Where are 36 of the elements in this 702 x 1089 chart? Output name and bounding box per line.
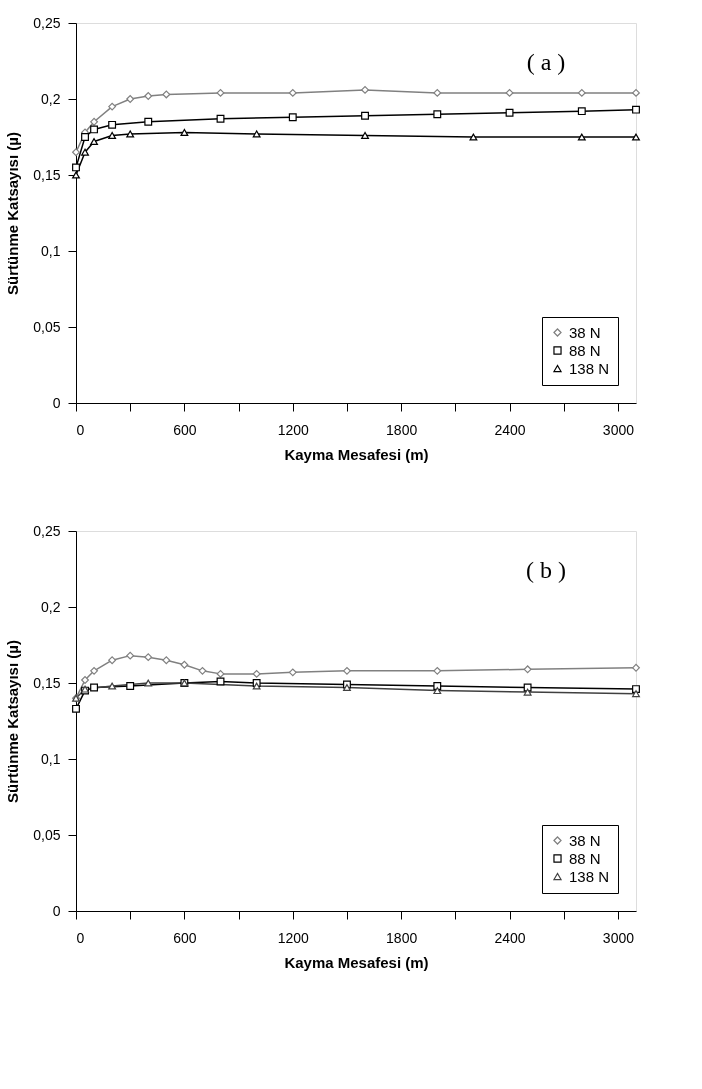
y-tick-label: 0,1: [41, 750, 61, 767]
x-axis-title: Kayma Mesafesi (m): [284, 953, 429, 971]
x-tick-label: 1800: [386, 929, 418, 946]
y-tick-label: 0,15: [33, 674, 61, 691]
y-tick-label: 0: [52, 902, 61, 919]
y-axis-title: Sürtünme Katsayısı (µ): [4, 640, 22, 803]
y-tick-label: 0,15: [33, 166, 61, 183]
y-axis-title: Sürtünme Katsayısı (µ): [4, 132, 22, 295]
y-tick-label: 0: [52, 394, 61, 411]
annotation: ( a ): [526, 49, 566, 75]
legend-label: 88 N: [569, 849, 601, 867]
x-tick-label: 1200: [277, 421, 310, 438]
x-tick-label: 0: [76, 929, 85, 946]
y-tick-label: 0,2: [41, 90, 61, 107]
x-tick-label: 1200: [277, 929, 310, 946]
y-tick-label: 0,25: [33, 522, 61, 539]
legend-label: 38 N: [569, 323, 601, 341]
x-tick-label: 600: [173, 421, 197, 438]
x-tick-label: 0: [76, 421, 85, 438]
y-tick-label: 0,05: [33, 318, 61, 335]
x-tick-label: 2400: [494, 929, 526, 946]
legend-label: 38 N: [569, 831, 601, 849]
x-tick-label: 3000: [602, 421, 635, 438]
x-axis-title: Kayma Mesafesi (m): [284, 445, 429, 463]
x-tick-label: 3000: [602, 929, 635, 946]
y-tick-label: 0,2: [41, 598, 61, 615]
x-tick-label: 1800: [386, 421, 418, 438]
y-tick-label: 0,1: [41, 242, 61, 259]
y-tick-label: 0,25: [33, 14, 61, 31]
legend-label: 138 N: [569, 359, 610, 377]
annotation: ( b ): [526, 557, 566, 583]
y-tick-label: 0,05: [33, 826, 61, 843]
x-tick-label: 2400: [494, 421, 526, 438]
legend-label: 88 N: [569, 341, 601, 359]
x-tick-label: 600: [173, 929, 197, 946]
legend-label: 138 N: [569, 867, 610, 885]
